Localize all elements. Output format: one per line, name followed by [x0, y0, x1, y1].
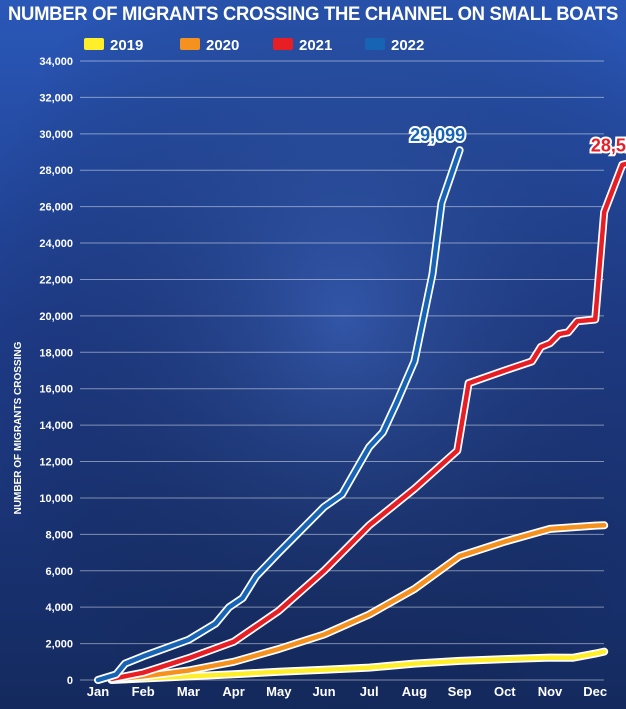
x-axis-ticks: Jan Feb Mar Apr May Jun Jul Aug Sep Oct Nov Dec [87, 684, 607, 699]
y-tick-label: 4,000 [45, 602, 73, 614]
y-tick-label: 34,000 [39, 56, 73, 68]
x-tick-label: Mar [177, 684, 200, 699]
chart-title: NUMBER OF MIGRANTS CROSSING THE CHANNEL … [8, 4, 618, 25]
x-tick-label: Nov [538, 684, 563, 699]
y-axis-label: NUMBER OF MIGRANTS CROSSING [13, 341, 24, 514]
y-tick-label: 6,000 [45, 566, 73, 578]
y-tick-label: 26,000 [39, 202, 73, 214]
end-label-2021: 28,526 [591, 136, 626, 156]
series-lines [94, 146, 626, 684]
y-tick-label: 28,000 [39, 165, 73, 177]
legend: 2019 2020 2021 2022 [84, 37, 424, 54]
series-line-2022 [95, 147, 462, 683]
y-tick-label: 32,000 [39, 92, 73, 104]
legend-label: 2019 [110, 37, 143, 54]
legend-label: 2020 [206, 37, 239, 54]
x-tick-label: Jan [87, 684, 109, 699]
y-tick-label: 30,000 [39, 129, 73, 141]
legend-swatch [273, 38, 293, 50]
series-line-2019 [109, 649, 607, 683]
legend-label: 2022 [391, 37, 424, 54]
legend-swatch [84, 38, 104, 50]
y-tick-label: 2,000 [45, 639, 73, 651]
y-tick-label: 18,000 [39, 347, 73, 359]
x-tick-label: Jun [312, 684, 335, 699]
y-tick-label: 0 [67, 675, 73, 687]
gridlines [80, 60, 604, 681]
x-tick-label: Oct [494, 684, 516, 699]
legend-label: 2021 [299, 37, 332, 54]
series-line-2021 [109, 161, 626, 682]
x-tick-label: Dec [583, 684, 607, 699]
x-tick-label: Aug [402, 684, 427, 699]
end-label-2022: 29,099 [410, 125, 465, 145]
x-tick-label: May [266, 684, 292, 699]
legend-swatch [180, 38, 200, 50]
x-tick-label: Apr [222, 684, 244, 699]
y-tick-label: 24,000 [39, 238, 73, 250]
x-tick-label: Jul [360, 684, 379, 699]
y-tick-label: 16,000 [39, 384, 73, 396]
legend-swatch [365, 38, 385, 50]
end-labels: 29,099 28,526 [408, 123, 626, 157]
y-tick-label: 14,000 [39, 420, 73, 432]
y-tick-label: 8,000 [45, 529, 73, 541]
y-tick-label: 10,000 [39, 493, 73, 505]
x-tick-label: Feb [132, 684, 155, 699]
series-line-2020 [109, 523, 607, 682]
y-tick-label: 12,000 [39, 457, 73, 469]
y-tick-label: 20,000 [39, 311, 73, 323]
y-tick-label: 22,000 [39, 274, 73, 286]
y-axis-ticks: 0 2,000 4,000 6,000 8,000 10,000 12,000 14,000 1… [39, 56, 73, 687]
x-tick-label: Sep [448, 684, 472, 699]
